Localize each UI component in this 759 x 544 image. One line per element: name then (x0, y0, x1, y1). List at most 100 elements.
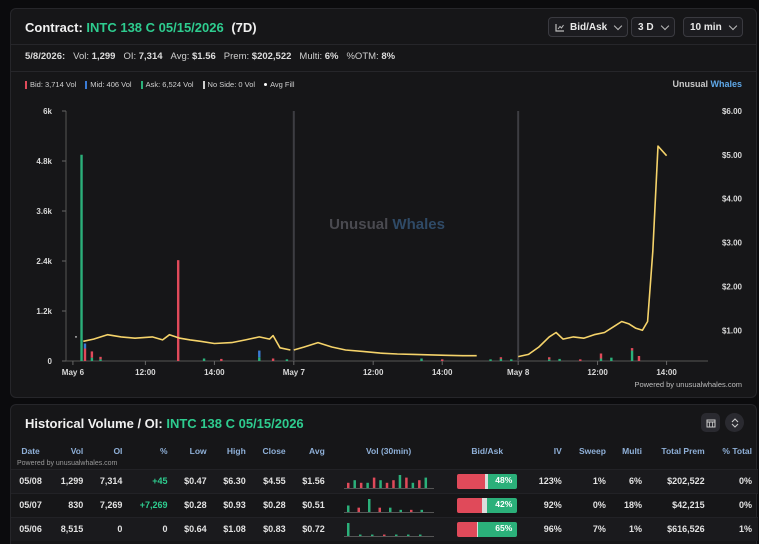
powered-by: Powered by unusualwhales.com (634, 380, 742, 389)
range-dropdown[interactable]: 3 D (631, 17, 675, 37)
mini-bar-bid (382, 534, 386, 537)
column-header-sweep[interactable]: Sweep (578, 446, 606, 456)
y-left-tick-label: 3.6k (36, 207, 52, 216)
daily-stats: 5/8/2026: Vol: 1,299 OI: 7,314 Avg: $1.5… (25, 51, 395, 62)
mini-bar-ask (358, 534, 362, 537)
chart-legend: Bid: 3,714 Vol Mid: 406 Vol Ask: 6,524 V… (25, 80, 295, 89)
interval-dropdown[interactable]: 10 min (683, 17, 743, 37)
cell-total-prem: $42,215 (648, 492, 711, 517)
y-right-tick-label: $5.00 (722, 151, 743, 160)
bidask-dropdown[interactable]: Bid/Ask (548, 17, 629, 37)
legend-noside[interactable]: No Side: 0 Vol (202, 80, 255, 89)
volume-bar-ask (99, 359, 102, 361)
volume-bar-mid (83, 343, 87, 349)
legend-bid-label: Bid: 3,714 Vol (30, 80, 77, 89)
column-header-iv[interactable]: IV (553, 446, 562, 456)
cell-avg: $0.72 (291, 516, 331, 541)
contract-header: Contract: INTC 138 C 05/15/2026 (7D) (25, 20, 257, 35)
calendar-button[interactable] (701, 413, 720, 432)
mini-bar-ask (406, 534, 410, 537)
table-row[interactable]: 05/07 830 7,269 +7,269 $0.28 $0.93 $0.28 $0.51 4… (11, 492, 758, 517)
column-header-vol[interactable]: Vol (70, 446, 84, 456)
y-left-tick-label: 1.2k (36, 307, 52, 316)
cell-multi: 1% (611, 516, 648, 541)
y-right-tick-label: $6.00 (722, 107, 743, 116)
brand-word-1: Unusual (672, 79, 708, 89)
cell-bid-ask: 42% (446, 492, 529, 517)
cell-vol: 8,515 (50, 516, 90, 541)
stats-vol-label: Vol: (73, 51, 90, 62)
volume-bar-ask (548, 359, 551, 361)
stats-oi: OI: 7,314 (123, 51, 162, 62)
volume-bar-bid (99, 356, 102, 360)
column-header-avg[interactable]: Avg (309, 446, 325, 456)
mini-bar-ask (378, 480, 382, 488)
column-header-high[interactable]: High (226, 446, 246, 456)
x-tick-label: 14:00 (656, 368, 677, 377)
mini-bar-ask (365, 482, 369, 488)
cell-vol: 830 (50, 492, 90, 517)
mini-bar-bid (404, 477, 408, 488)
column-header-bid-ask[interactable]: Bid/Ask (471, 446, 504, 456)
column-header-vol-30min[interactable]: Vol (30min) (366, 446, 412, 456)
cell-sweep: 0% (567, 492, 612, 517)
volume-bar-bid (441, 359, 444, 361)
volume-bar-ask (80, 154, 83, 361)
mini-bar-ask (399, 509, 402, 512)
cell-oi: 7,314 (89, 468, 129, 493)
cell-percent-total: 0% (710, 492, 758, 517)
bid-segment (457, 473, 486, 489)
mid-segment (482, 497, 488, 513)
legend-bid-swatch (25, 80, 27, 89)
mini-bar-ask (346, 505, 350, 512)
range-label: 3 D (638, 21, 654, 33)
cell-oi-change: 0 (128, 516, 174, 541)
cell-close: $0.83 (251, 516, 292, 541)
y-left-tick-label: 2.4k (36, 257, 52, 266)
cell-multi: 6% (611, 468, 648, 493)
column-header-date[interactable]: Date (21, 446, 40, 456)
y-left-tick-label: 4.8k (36, 157, 52, 166)
volume-bar-bid (599, 353, 603, 359)
stats-multi-label: Multi: (299, 51, 323, 62)
y-right-tick-label: $4.00 (722, 195, 743, 204)
cell-iv: 92% (528, 492, 568, 517)
volume-bar-ask (258, 357, 261, 361)
volume-bar-ask (599, 358, 603, 361)
volume-bar-ask (510, 359, 513, 361)
cell-date: 05/06 (11, 516, 51, 541)
column-header-total-prem[interactable]: Total Prem (661, 446, 705, 456)
table-row[interactable]: 05/08 1,299 7,314 +45 $0.47 $6.30 $4.55 $1.56 48… (11, 468, 758, 493)
historical-table: Date Vol OI% Low High Close Avg Vol (30min) Bid/… (11, 443, 758, 541)
volume-bar-bid (548, 357, 551, 360)
legend-mid[interactable]: Mid: 406 Vol (85, 80, 132, 89)
chevron-down-icon (613, 21, 623, 30)
legend-ask[interactable]: Ask: 6,524 Vol (140, 80, 194, 89)
x-tick-label: 12:00 (363, 368, 384, 377)
mini-bar-bid (372, 477, 375, 488)
column-header-total[interactable]: % Total (722, 446, 752, 456)
stats-vol-value: 1,299 (91, 51, 116, 62)
mini-bar-ask (424, 477, 427, 488)
x-tick-label: 14:00 (204, 368, 225, 377)
column-header-low[interactable]: Low (189, 446, 207, 456)
bid-ask-bar: 48% (457, 473, 518, 489)
chart-watermark: Unusual Whales (329, 216, 445, 233)
volume-chart[interactable]: Unusual Whales 0 1.2k 2.4k 3.6k 4.8k 6k $1.00 $2… (11, 99, 756, 377)
contract-name[interactable]: INTC 138 C 05/15/2026 (86, 20, 224, 35)
legend-avgfill[interactable]: Avg Fill (264, 80, 295, 89)
ask-segment (488, 473, 518, 489)
watermark-word-2: Whales (392, 216, 445, 233)
sort-button[interactable] (725, 413, 744, 432)
cell-avg: $1.56 (291, 468, 331, 493)
column-header-multi[interactable]: Multi (622, 446, 642, 456)
mini-bar-ask (370, 534, 374, 537)
brand-logo: Unusual Whales (672, 79, 742, 89)
legend-bid[interactable]: Bid: 3,714 Vol (25, 80, 76, 89)
stats-prem-value: $202,522 (251, 51, 292, 62)
table-row[interactable]: 05/06 8,515 0 0 $0.64 $1.08 $0.83 $0.72 65% 96% 7%… (11, 516, 758, 541)
column-header-oi[interactable]: OI (113, 446, 123, 456)
sort-arrows-icon (731, 417, 738, 428)
column-header-[interactable]: % (159, 446, 168, 456)
column-header-close[interactable]: Close (262, 446, 286, 456)
